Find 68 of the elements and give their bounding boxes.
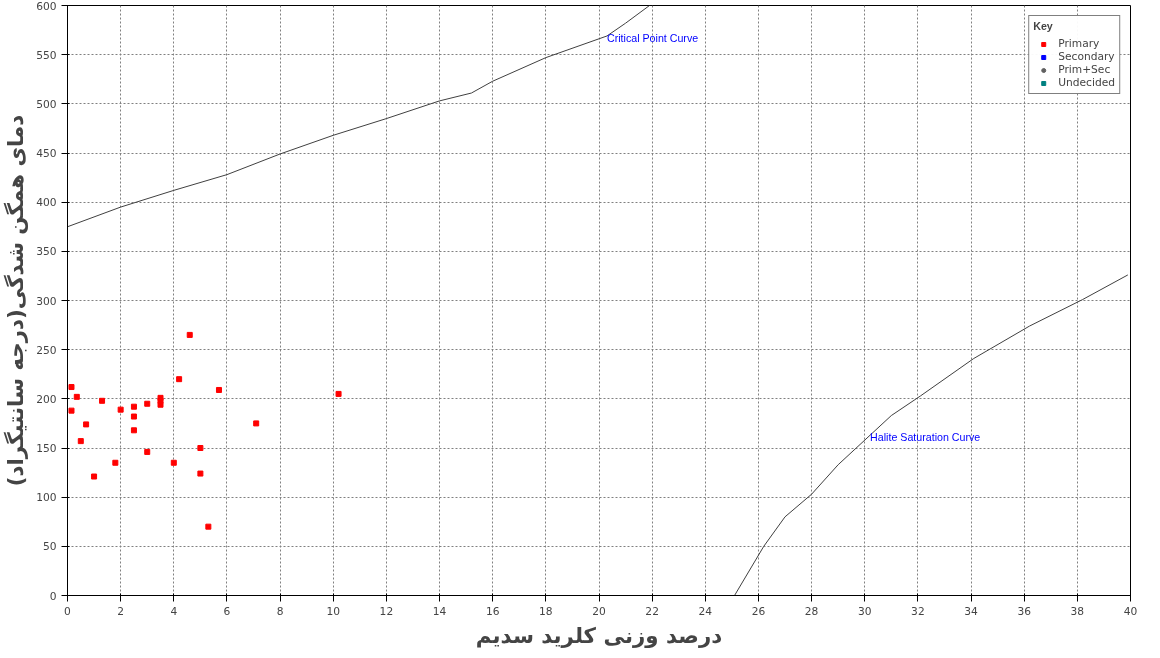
x-tick-label: 4 <box>170 604 178 618</box>
x-tick-label: 32 <box>911 604 925 618</box>
point <box>205 523 212 530</box>
point <box>186 331 193 338</box>
point <box>68 407 75 414</box>
y-tick-label: 0 <box>49 589 57 603</box>
y-tick-label: 50 <box>42 540 57 554</box>
x-tick-label: 12 <box>379 604 394 618</box>
x-tick-label: 14 <box>432 604 447 618</box>
point <box>197 470 204 477</box>
point <box>130 427 137 434</box>
point <box>130 403 137 410</box>
x-tick-label: 38 <box>1070 604 1085 618</box>
legend-label: Secondary <box>1058 50 1115 63</box>
point <box>68 384 75 391</box>
y-axis-title: دمای همگن شدگی(درجه سانتیگراد) <box>3 114 29 487</box>
x-tick-label: 8 <box>276 604 284 618</box>
x-tick-label: 6 <box>223 604 231 618</box>
x-tick-label: 0 <box>64 604 72 618</box>
x-tick-label: 40 <box>1123 604 1138 618</box>
point <box>73 393 80 400</box>
y-tick-label: 300 <box>36 294 57 308</box>
y-tick-label: 600 <box>36 0 57 13</box>
legend-label: Primary <box>1058 37 1100 50</box>
x-tick-label: 26 <box>751 604 766 618</box>
point <box>176 376 183 383</box>
x-axis-title: درصد وزنی کلرید سدیم <box>475 622 723 648</box>
point <box>112 459 119 466</box>
y-tick-label: 550 <box>36 48 57 62</box>
point <box>170 459 177 466</box>
x-tick-label: 34 <box>964 604 979 618</box>
x-tick-label: 2 <box>117 604 125 618</box>
point <box>117 406 124 413</box>
x-tick-label: 28 <box>804 604 819 618</box>
point <box>91 473 98 480</box>
x-tick-label: 16 <box>485 604 500 618</box>
legend-label: Prim+Sec <box>1058 63 1111 76</box>
x-tick-label: 18 <box>539 604 553 618</box>
point <box>215 386 222 393</box>
point <box>144 400 151 407</box>
annotation: Critical Point Curve <box>606 31 699 44</box>
point <box>253 420 260 427</box>
legend-title: Key <box>1033 20 1054 32</box>
x-tick-label: 22 <box>645 604 659 618</box>
point <box>197 445 204 451</box>
line-series <box>734 274 1129 596</box>
x-tick-label: 36 <box>1017 604 1032 618</box>
point <box>83 421 90 428</box>
point <box>130 413 137 420</box>
y-tick-label: 350 <box>36 245 57 259</box>
point <box>157 401 164 408</box>
x-tick-label: 10 <box>326 604 341 618</box>
point <box>99 397 106 404</box>
point <box>144 448 151 455</box>
y-tick-label: 250 <box>36 343 57 357</box>
y-tick-label: 400 <box>36 196 57 210</box>
y-tick-label: 450 <box>36 147 57 160</box>
legend-label: Undecided <box>1058 76 1115 89</box>
x-tick-label: 30 <box>857 604 872 618</box>
y-tick-label: 150 <box>36 442 57 455</box>
point <box>77 438 84 445</box>
y-tick-label: 200 <box>36 392 57 406</box>
annotation: Halite Saturation Curve <box>870 431 981 444</box>
point <box>335 390 342 397</box>
x-tick-label: 20 <box>592 604 606 618</box>
x-tick-label: 24 <box>698 604 713 618</box>
y-tick-label: 500 <box>36 97 57 111</box>
y-tick-label: 100 <box>36 491 57 505</box>
